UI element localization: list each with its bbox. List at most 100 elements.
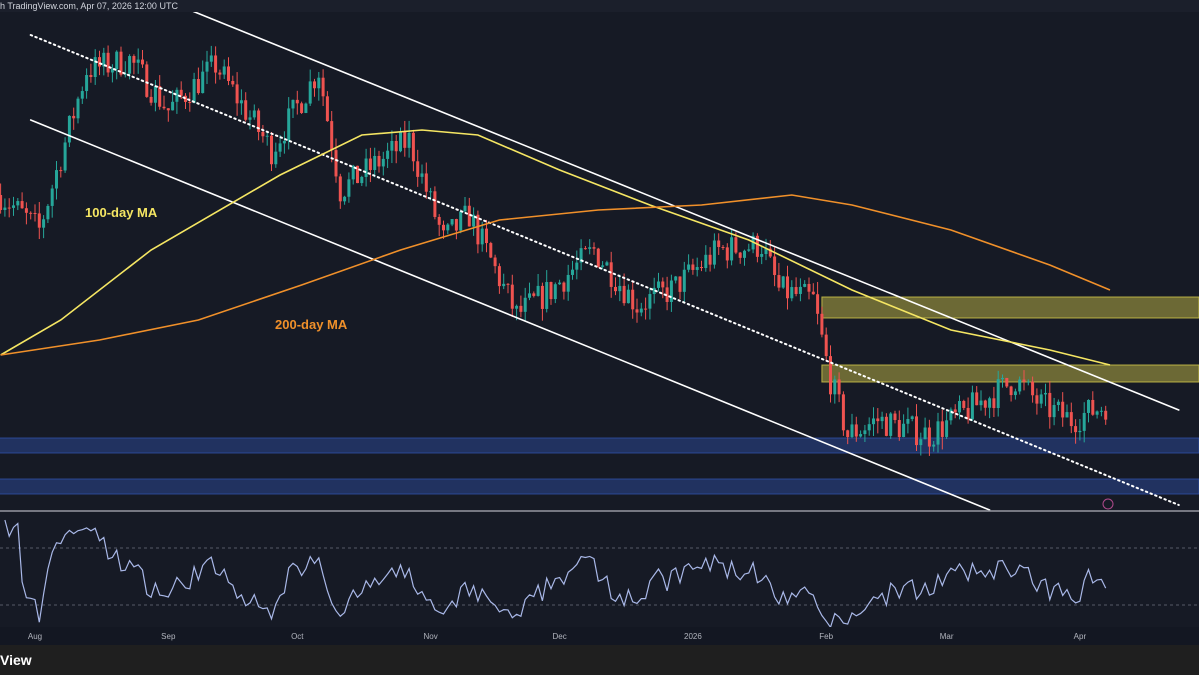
candle-body xyxy=(188,101,192,103)
candle-body xyxy=(704,254,708,269)
candle-body xyxy=(755,235,759,257)
candle-body xyxy=(162,106,166,109)
candle-body xyxy=(824,334,828,357)
candle-body xyxy=(902,423,906,438)
candle-body xyxy=(29,212,33,214)
candle-body xyxy=(55,170,58,189)
candle-body xyxy=(132,56,136,63)
candle-body xyxy=(59,170,63,172)
candle-body xyxy=(816,294,820,314)
price-chart[interactable]: Aug Sep Oct Nov Dec 2026 Feb Mar Apr xyxy=(0,0,1199,645)
rsi-line xyxy=(4,519,1107,629)
candle-body xyxy=(1039,394,1043,404)
candle-body xyxy=(721,246,725,248)
candle-body xyxy=(265,135,269,137)
candle-body xyxy=(1056,401,1060,406)
candle-body xyxy=(601,265,605,267)
candle-body xyxy=(1001,377,1004,380)
candle-body xyxy=(794,287,798,294)
candle-body xyxy=(67,115,71,143)
candle-body xyxy=(416,161,420,177)
candle-body xyxy=(72,115,76,119)
candle-body xyxy=(252,110,256,118)
candle-body xyxy=(571,269,574,275)
candle-body xyxy=(949,409,953,421)
ma100-label: 100-day MA xyxy=(85,205,158,220)
candle-body xyxy=(618,285,622,292)
candle-body xyxy=(360,176,364,184)
candle-body xyxy=(141,59,144,65)
candle-body xyxy=(730,237,734,261)
candle-body xyxy=(356,165,359,184)
candle-body xyxy=(553,284,557,300)
candle-body xyxy=(209,55,213,62)
time-axis-label-apr: Apr xyxy=(1074,632,1087,641)
candle-body xyxy=(859,434,863,437)
footer-brand: View xyxy=(0,645,1199,675)
candle-body xyxy=(98,57,101,67)
candle-body xyxy=(128,56,132,74)
candle-body xyxy=(295,99,299,104)
candle-body xyxy=(596,248,600,267)
support-zone-lower xyxy=(0,478,1199,495)
candle-body xyxy=(927,427,931,447)
candle-body xyxy=(953,409,957,413)
candle-body xyxy=(665,287,669,302)
candle-body xyxy=(20,201,24,209)
channel-upper xyxy=(189,9,1180,411)
candle-body xyxy=(1009,386,1013,396)
candle-body xyxy=(446,224,450,231)
candle-body xyxy=(519,305,523,312)
candle-body xyxy=(872,418,875,425)
candle-body xyxy=(321,77,325,97)
candle-body xyxy=(712,240,716,265)
candle-body xyxy=(992,398,996,409)
candle-body xyxy=(377,155,381,167)
candle-body xyxy=(906,418,910,424)
candle-body xyxy=(373,155,377,171)
candle-body xyxy=(983,400,987,408)
candle-body xyxy=(248,117,252,120)
candle-body xyxy=(510,284,514,309)
candle-body xyxy=(1026,381,1030,383)
candle-body xyxy=(876,418,880,422)
candle-body xyxy=(566,274,570,292)
candle-body xyxy=(884,416,888,436)
candle-body xyxy=(760,254,764,257)
candle-body xyxy=(1095,411,1099,415)
candle-body xyxy=(433,191,437,217)
candle-body xyxy=(626,289,630,304)
candle-body xyxy=(1065,412,1069,418)
candle-body xyxy=(850,424,854,438)
candle-body xyxy=(270,135,273,165)
candle-body xyxy=(652,287,656,295)
candle-body xyxy=(334,150,338,177)
time-axis-label-nov: Nov xyxy=(423,632,437,641)
time-axis xyxy=(0,627,1199,645)
candle-body xyxy=(106,52,110,73)
alert-icon xyxy=(1102,498,1114,510)
candle-body xyxy=(50,188,54,206)
candle-body xyxy=(536,285,540,296)
time-axis-label-aug: Aug xyxy=(28,632,42,641)
candle-body xyxy=(708,254,712,265)
candle-body xyxy=(476,214,480,245)
candle-body xyxy=(459,211,463,231)
candle-body xyxy=(93,57,97,78)
candle-body xyxy=(463,205,467,212)
candle-body xyxy=(1048,392,1052,418)
candle-body xyxy=(338,176,342,202)
candle-body xyxy=(506,283,510,285)
candle-body xyxy=(145,64,149,97)
candle-body xyxy=(695,267,699,270)
candle-body xyxy=(798,286,802,294)
channel-lower xyxy=(29,119,991,511)
candle-body xyxy=(1022,379,1026,382)
candle-body xyxy=(988,398,992,408)
candle-body xyxy=(437,216,441,225)
candle-body xyxy=(313,81,316,89)
candle-body xyxy=(420,173,424,177)
ma100-line xyxy=(0,129,1111,366)
candle-body xyxy=(1044,392,1047,395)
candle-body xyxy=(979,400,983,406)
